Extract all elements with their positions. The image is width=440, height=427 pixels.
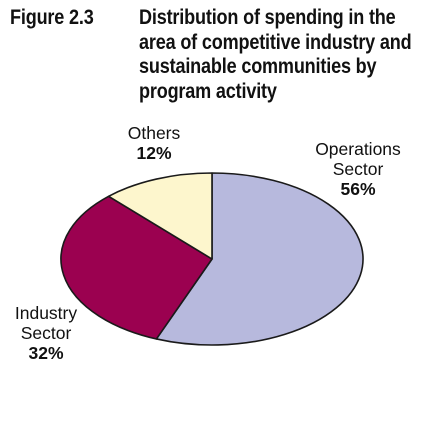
slice-label: Operations bbox=[315, 139, 401, 159]
figure-label: Figure 2.3 bbox=[10, 6, 94, 29]
figure-title-line: Distribution of spending in the bbox=[139, 6, 396, 29]
slice-label: Industry bbox=[15, 303, 77, 323]
figure-title-line: program activity bbox=[139, 79, 277, 103]
pie-slice bbox=[107, 172, 213, 260]
slice-label: Sector bbox=[333, 159, 384, 179]
slice-label: Sector bbox=[21, 323, 72, 343]
figure-title: Distribution of spending in the area of … bbox=[139, 6, 431, 104]
figure-title-line: sustainable communities by bbox=[139, 55, 377, 78]
pie-slice bbox=[60, 195, 213, 340]
pie-slice bbox=[155, 172, 364, 346]
slice-percent-label: 12% bbox=[136, 143, 171, 163]
figure-title-line: area of competitive industry and bbox=[139, 30, 412, 54]
slice-percent-label: 32% bbox=[28, 343, 63, 363]
slice-percent-label: 56% bbox=[340, 179, 375, 199]
slice-label: Others bbox=[128, 123, 181, 143]
